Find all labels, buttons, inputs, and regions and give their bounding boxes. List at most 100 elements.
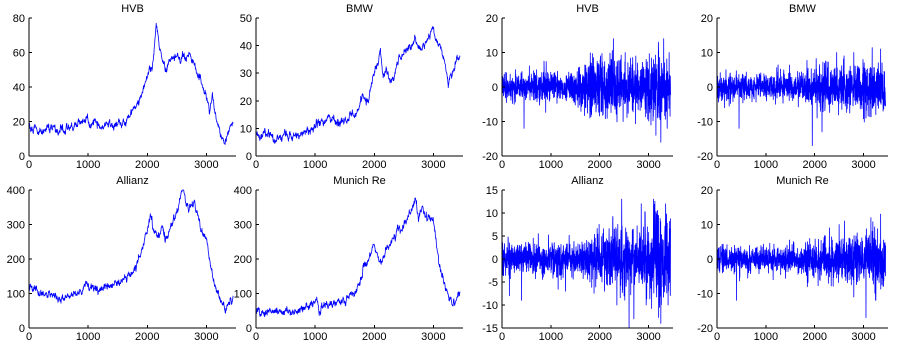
chart-panel: 0 1000 2000 3000 0 20 40 60 80 HVB xyxy=(13,3,236,171)
y-tick-label: -10 xyxy=(482,117,498,129)
y-tick-label: 200 xyxy=(234,254,252,266)
chart-panel: 0 1000 2000 3000 0 10 20 30 40 50 BMW xyxy=(240,3,463,171)
x-tick-label: 1000 xyxy=(539,159,563,171)
y-tick-label: 0 xyxy=(707,254,713,266)
y-tick-label: 20 xyxy=(13,117,25,129)
chart-panel: 0 1000 2000 3000 -20 -10 0 10 20 HVB xyxy=(482,3,673,171)
y-tick-label: 0 xyxy=(707,82,713,94)
y-tick-label: 10 xyxy=(486,208,498,220)
y-tick-label: 0 xyxy=(246,151,252,163)
x-tick-label: 3000 xyxy=(636,331,660,343)
y-tick-label: 0 xyxy=(492,254,498,266)
y-tick-label: -10 xyxy=(482,300,498,312)
x-tick-label: 0 xyxy=(26,159,32,171)
x-tick-label: 3000 xyxy=(194,331,218,343)
x-tick-label: 2000 xyxy=(135,331,159,343)
y-tick-label: 400 xyxy=(234,185,252,197)
x-tick-label: 0 xyxy=(714,159,720,171)
chart-panel: 0 1000 2000 3000 0 100 200 300 400 Allianz xyxy=(7,175,236,343)
y-tick-label: 0 xyxy=(492,82,498,94)
chart-panel: 0 1000 2000 3000 0 100 200 300 400 Munich Re xyxy=(234,175,463,343)
x-tick-label: 3000 xyxy=(636,159,660,171)
y-tick-label: -10 xyxy=(697,289,713,301)
x-tick-label: 0 xyxy=(499,331,505,343)
x-tick-label: 1000 xyxy=(76,159,100,171)
chart-panel: 0 1000 2000 3000 -20 -10 0 10 20 BMW xyxy=(697,3,888,171)
y-tick-label: 300 xyxy=(7,220,25,232)
panel-title: Munich Re xyxy=(333,175,386,187)
y-tick-label: -20 xyxy=(697,151,713,163)
y-tick-label: -20 xyxy=(697,323,713,335)
y-tick-label: 50 xyxy=(240,13,252,25)
y-tick-label: 10 xyxy=(701,220,713,232)
y-tick-label: -20 xyxy=(482,151,498,163)
panel-title: BMW xyxy=(789,3,817,15)
y-tick-label: 20 xyxy=(240,96,252,108)
y-tick-label: -10 xyxy=(697,117,713,129)
x-tick-label: 1000 xyxy=(76,331,100,343)
x-tick-label: 2000 xyxy=(135,159,159,171)
panel-title: HVB xyxy=(576,3,599,15)
y-tick-label: 400 xyxy=(7,185,25,197)
series-line xyxy=(255,197,461,318)
y-tick-label: 0 xyxy=(19,323,25,335)
x-tick-label: 3000 xyxy=(421,331,445,343)
y-tick-label: 20 xyxy=(486,13,498,25)
series-line xyxy=(716,47,886,147)
y-tick-label: 60 xyxy=(13,48,25,60)
y-tick-label: 30 xyxy=(240,68,252,80)
x-tick-label: 2000 xyxy=(802,331,826,343)
panel-title: Allianz xyxy=(571,175,603,187)
x-tick-label: 3000 xyxy=(851,331,875,343)
series-line xyxy=(501,38,671,143)
series-line xyxy=(716,213,886,319)
y-tick-label: 20 xyxy=(701,185,713,197)
x-tick-label: 0 xyxy=(253,159,259,171)
series-line xyxy=(28,189,234,314)
panel-title: Munich Re xyxy=(776,175,829,187)
y-tick-label: -5 xyxy=(488,277,498,289)
y-tick-label: 15 xyxy=(486,185,498,197)
panel-title: BMW xyxy=(346,3,374,15)
x-tick-label: 3000 xyxy=(851,159,875,171)
x-tick-label: 1000 xyxy=(754,331,778,343)
x-tick-label: 3000 xyxy=(194,159,218,171)
series-line xyxy=(28,22,234,145)
x-tick-label: 1000 xyxy=(303,159,327,171)
y-tick-label: 10 xyxy=(701,48,713,60)
x-tick-label: 2000 xyxy=(362,159,386,171)
y-tick-label: 100 xyxy=(7,289,25,301)
panel-title: HVB xyxy=(121,3,144,15)
y-tick-label: 0 xyxy=(19,151,25,163)
x-tick-label: 2000 xyxy=(587,331,611,343)
x-tick-label: 0 xyxy=(499,159,505,171)
y-tick-label: 40 xyxy=(13,82,25,94)
x-tick-label: 1000 xyxy=(303,331,327,343)
y-tick-label: 100 xyxy=(234,289,252,301)
y-tick-label: 5 xyxy=(492,231,498,243)
x-tick-label: 2000 xyxy=(587,159,611,171)
y-tick-label: 0 xyxy=(246,323,252,335)
x-tick-label: 2000 xyxy=(362,331,386,343)
y-tick-label: 10 xyxy=(240,123,252,135)
x-tick-label: 1000 xyxy=(754,159,778,171)
y-tick-label: -15 xyxy=(482,323,498,335)
chart-panel: 0 1000 2000 3000 -20 -10 0 10 20 Munich Re xyxy=(697,175,888,343)
x-tick-label: 1000 xyxy=(539,331,563,343)
series-line xyxy=(255,26,461,144)
y-tick-label: 80 xyxy=(13,13,25,25)
y-tick-label: 200 xyxy=(7,254,25,266)
x-tick-label: 0 xyxy=(714,331,720,343)
y-tick-label: 40 xyxy=(240,41,252,53)
y-tick-label: 10 xyxy=(486,48,498,60)
x-tick-label: 0 xyxy=(253,331,259,343)
x-tick-label: 3000 xyxy=(421,159,445,171)
panel-title: Allianz xyxy=(116,175,148,187)
x-tick-label: 0 xyxy=(26,331,32,343)
chart-panel: 0 1000 2000 3000 -15 -10 -5 0 5 10 15 Allianz xyxy=(482,175,673,343)
y-tick-label: 20 xyxy=(701,13,713,25)
y-tick-label: 300 xyxy=(234,220,252,232)
series-line xyxy=(501,198,671,329)
x-tick-label: 2000 xyxy=(802,159,826,171)
